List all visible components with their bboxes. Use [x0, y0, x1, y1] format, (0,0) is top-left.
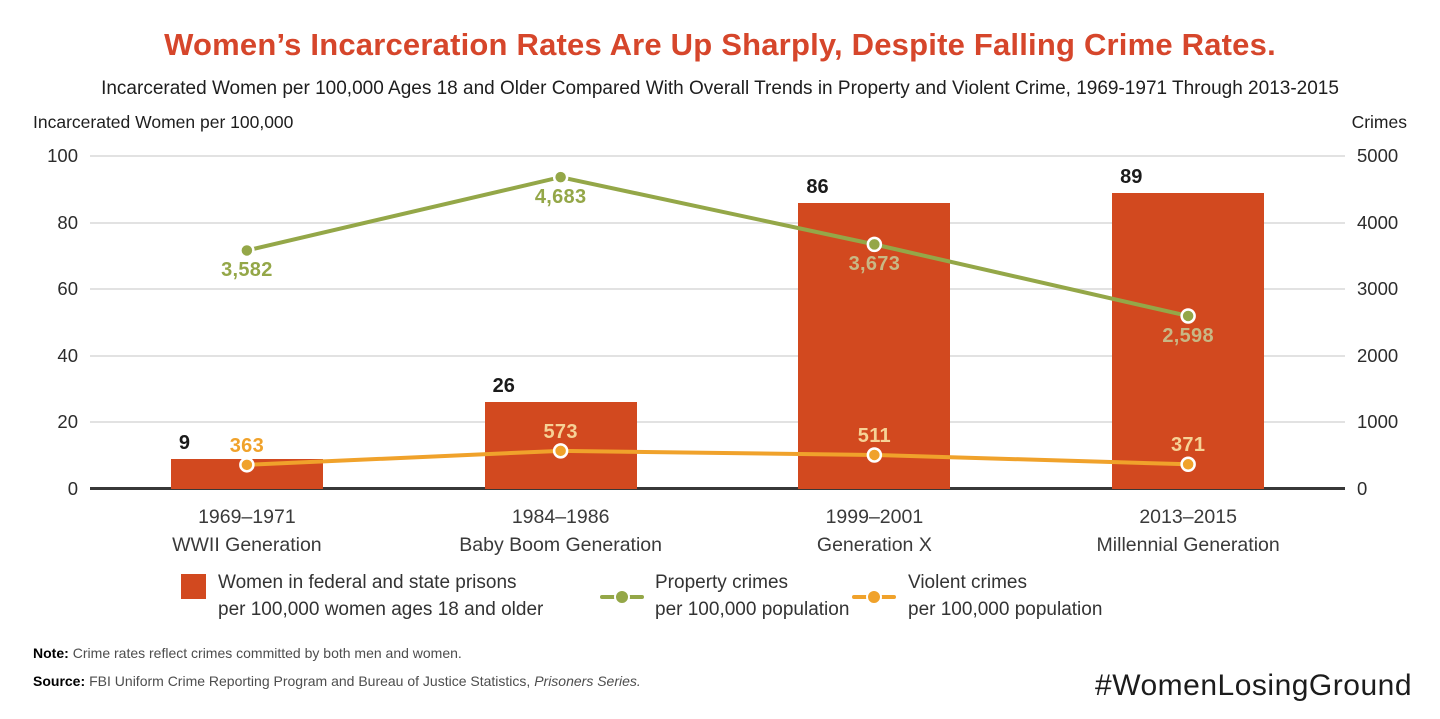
left-axis-tick: 80: [57, 211, 78, 233]
right-axis-tick: 5000: [1357, 145, 1399, 166]
legend-property-label: Property crimes per 100,000 population: [655, 569, 849, 623]
chart-subtitle: Incarcerated Women per 100,000 Ages 18 a…: [101, 78, 1339, 99]
line-value-label: 511: [857, 424, 891, 447]
legend-violent-label: Violent crimes per 100,000 population: [908, 569, 1102, 623]
source-label: Source:: [33, 673, 86, 689]
hashtag: #WomenLosingGround: [1095, 669, 1412, 702]
legend-bar-label-line2: per 100,000 women ages 18 and older: [218, 599, 544, 620]
property-crime-line: [246, 175, 1189, 318]
violent-crime-point: [866, 447, 883, 463]
right-axis-tick: 1000: [1357, 411, 1399, 433]
note-label: Note:: [33, 645, 69, 661]
right-axis-tick: 4000: [1357, 211, 1399, 233]
legend-bar-label: Women in federal and state prisons per 1…: [218, 569, 543, 623]
legend-violent-label-line1: Violent crimes: [908, 572, 1027, 593]
category-label: 1969–1971 WWII Generation: [172, 503, 322, 559]
category-label: 1984–1986 Baby Boom Generation: [459, 503, 662, 559]
property-crime-point: [239, 242, 255, 259]
note-body: Crime rates reflect crimes committed by …: [72, 645, 462, 661]
bar-value-label: 86: [806, 175, 829, 198]
legend-property-label-line2: per 100,000 population: [655, 599, 850, 620]
category-generation: Millennial Generation: [1096, 534, 1280, 556]
left-axis-tick: 40: [57, 344, 78, 366]
line-value-label: 2,598: [1162, 324, 1214, 347]
source-text: Source: FBI Uniform Crime Reporting Progr…: [33, 673, 641, 689]
right-axis-tick: 0: [1357, 478, 1368, 499]
x-axis-line: [90, 487, 1345, 490]
property-crime-point: [866, 236, 883, 253]
legend-violent-dot-icon: [866, 589, 882, 605]
source-body: FBI Uniform Crime Reporting Program and …: [89, 673, 535, 689]
violent-crime-point: [552, 443, 569, 459]
category-generation: Generation X: [816, 534, 932, 556]
legend-property-label-line1: Property crimes: [655, 572, 789, 593]
category-generation: Baby Boom Generation: [459, 534, 662, 556]
plot-area: 9 26 86 89 3,582 4,683 3,673 2,598 363 573 511 371: [90, 155, 1345, 490]
legend-violent-swatch: [852, 589, 896, 605]
bar: [1112, 192, 1265, 489]
violent-crime-line: [246, 448, 1189, 467]
note-text: Note: Crime rates reflect crimes committe…: [33, 645, 462, 661]
legend-violent-label-line2: per 100,000 population: [908, 599, 1103, 620]
left-axis-caption: Incarcerated Women per 100,000: [33, 112, 294, 132]
category-period: 1999–2001: [825, 506, 924, 528]
property-crime-point: [1180, 308, 1196, 324]
left-axis-tick: 100: [47, 145, 78, 166]
gridline: [90, 421, 1345, 424]
category-label: 1999–2001 Generation X: [817, 503, 932, 559]
gridline: [90, 354, 1345, 357]
bar-value-label: 89: [1120, 165, 1143, 188]
gridline: [90, 155, 1345, 157]
source-italic: Prisoners Series.: [534, 673, 641, 689]
line-value-label: 371: [1170, 434, 1206, 457]
category-label: 2013–2015 Millennial Generation: [1097, 503, 1280, 559]
gridline: [90, 288, 1345, 291]
violent-crime-point: [1180, 456, 1196, 473]
legend-property-dot-icon: [614, 589, 630, 605]
line-value-label: 363: [229, 434, 265, 457]
category-period: 2013–2015: [1139, 506, 1237, 528]
left-axis-tick: 20: [57, 411, 78, 433]
category-period: 1969–1971: [198, 506, 296, 528]
violent-crime-point: [239, 457, 255, 473]
category-period: 1984–1986: [511, 506, 610, 528]
property-crime-point: [552, 169, 569, 185]
left-axis-tick: 0: [67, 478, 78, 499]
bar-value-label: 26: [492, 375, 515, 398]
category-generation: WWII Generation: [172, 534, 322, 556]
legend-property-swatch: [600, 589, 644, 605]
line-value-label: 3,673: [848, 253, 901, 276]
chart-title: Women’s Incarceration Rates Are Up Sharp…: [164, 27, 1276, 62]
legend-bar-label-line1: Women in federal and state prisons: [218, 572, 517, 593]
line-value-label: 3,582: [221, 259, 273, 282]
line-value-label: 4,683: [534, 186, 587, 209]
legend-bar-swatch: [181, 574, 206, 599]
line-value-label: 573: [543, 420, 578, 443]
bar-value-label: 9: [178, 432, 190, 455]
left-axis-tick: 60: [57, 278, 78, 300]
right-axis-caption: Crimes: [1351, 112, 1407, 132]
crime-lines-svg: [239, 169, 1196, 473]
right-axis-tick: 3000: [1357, 278, 1399, 300]
right-axis-tick: 2000: [1357, 344, 1399, 366]
gridline: [90, 221, 1345, 224]
